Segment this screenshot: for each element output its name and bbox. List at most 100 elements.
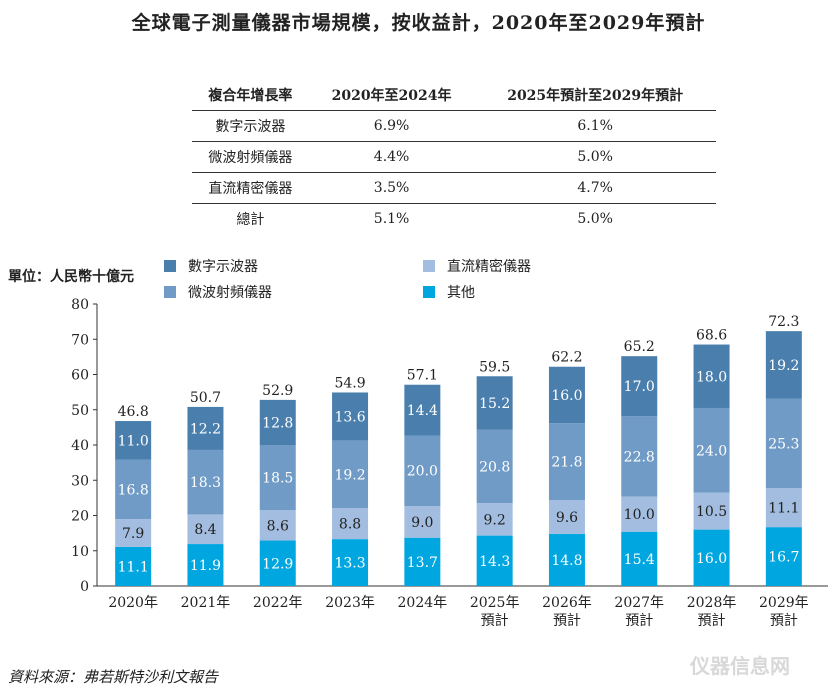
bar-segment bbox=[404, 435, 441, 506]
bar-segment bbox=[548, 366, 585, 424]
bar-segment bbox=[115, 519, 152, 547]
bar-value-label: 11.1 bbox=[768, 501, 799, 517]
bar-segment bbox=[115, 459, 152, 520]
table-cell: 5.1% bbox=[373, 211, 410, 227]
legend-label: 數字示波器 bbox=[188, 259, 258, 275]
bar-total-label: 57.1 bbox=[407, 368, 438, 384]
bar-value-label: 9.2 bbox=[484, 512, 506, 528]
x-tick-sublabel: 預計 bbox=[553, 613, 581, 629]
bar-value-label: 14.8 bbox=[551, 553, 582, 569]
bar-value-label: 13.7 bbox=[407, 555, 438, 571]
bar-value-label: 20.8 bbox=[479, 460, 510, 476]
bar-segment bbox=[332, 508, 369, 540]
bar-value-label: 11.1 bbox=[118, 559, 149, 575]
x-tick-label: 2021年 bbox=[181, 595, 231, 611]
bar-value-label: 16.7 bbox=[768, 550, 799, 566]
bar-segment bbox=[621, 416, 658, 497]
bar-value-label: 17.0 bbox=[624, 379, 655, 395]
bar-segment bbox=[693, 492, 730, 530]
bar-value-label: 16.0 bbox=[551, 388, 582, 404]
y-tick-label: 80 bbox=[71, 297, 89, 313]
y-tick-label: 70 bbox=[71, 332, 89, 348]
x-tick-sublabel: 預計 bbox=[625, 613, 653, 629]
x-tick-label: 2029年 bbox=[759, 595, 809, 611]
bar-segment bbox=[187, 544, 224, 586]
legend-item: 直流精密儀器 bbox=[423, 256, 531, 276]
bar-segment bbox=[259, 399, 296, 445]
legend-swatch bbox=[423, 286, 435, 298]
bar-value-label: 18.3 bbox=[190, 475, 221, 491]
x-tick-label: 2023年 bbox=[325, 595, 375, 611]
legend-label: 微波射頻儀器 bbox=[188, 285, 272, 301]
x-tick-label: 2025年 bbox=[470, 595, 520, 611]
bar-segment bbox=[476, 376, 513, 430]
x-tick-sublabel: 預計 bbox=[481, 613, 509, 629]
bar-segment bbox=[765, 398, 802, 489]
x-tick-label: 2020年 bbox=[108, 595, 158, 611]
legend-swatch bbox=[423, 260, 435, 272]
bar-segment bbox=[476, 503, 513, 536]
bar-value-label: 10.5 bbox=[696, 504, 727, 520]
bar-segment bbox=[259, 510, 296, 541]
legend-swatch bbox=[164, 260, 176, 272]
bar-total-label: 46.8 bbox=[118, 404, 149, 420]
y-tick-label: 10 bbox=[71, 544, 89, 560]
bar-value-label: 19.2 bbox=[334, 467, 365, 483]
watermark: 仪器信息网 bbox=[690, 654, 790, 678]
bar-segment bbox=[404, 537, 441, 586]
y-tick-label: 0 bbox=[80, 579, 89, 595]
legend-label: 其他 bbox=[447, 285, 475, 301]
y-tick-label: 50 bbox=[71, 403, 89, 419]
bar-value-label: 12.8 bbox=[262, 415, 293, 431]
bar-value-label: 20.0 bbox=[407, 464, 438, 480]
bar-value-label: 19.2 bbox=[768, 358, 799, 374]
bar-value-label: 15.2 bbox=[479, 396, 510, 412]
bar-value-label: 11.9 bbox=[190, 558, 221, 574]
bar-segment bbox=[476, 535, 513, 586]
bar-value-label: 8.6 bbox=[267, 518, 289, 534]
bar-segment bbox=[259, 540, 296, 586]
table-cell: 5.0% bbox=[474, 141, 716, 173]
bar-segment bbox=[765, 527, 802, 586]
bar-segment bbox=[187, 514, 224, 545]
bar-segment bbox=[621, 496, 658, 532]
x-tick-label: 2022年 bbox=[253, 595, 303, 611]
bar-segment bbox=[332, 392, 369, 441]
x-tick-label: 2024年 bbox=[398, 595, 448, 611]
x-tick-label: 2027年 bbox=[614, 595, 664, 611]
table-row: 數字示波器 6.9% 6.1% bbox=[192, 110, 716, 142]
bar-segment bbox=[693, 407, 730, 493]
bar-value-label: 10.0 bbox=[624, 507, 655, 523]
bar-value-label: 16.0 bbox=[696, 551, 727, 567]
table-cell: 直流精密儀器 bbox=[192, 172, 309, 204]
table-header: 2025年預計至2029年預計 bbox=[474, 80, 716, 111]
bar-value-label: 12.9 bbox=[262, 556, 293, 572]
table-header: 複合年增長率 bbox=[192, 80, 309, 111]
bar-total-label: 54.9 bbox=[334, 375, 365, 391]
bar-value-label: 18.5 bbox=[262, 471, 293, 487]
bar-segment bbox=[187, 449, 224, 515]
table-cell: 6.1% bbox=[474, 110, 716, 142]
bar-segment bbox=[621, 356, 658, 417]
bar-segment bbox=[404, 384, 441, 436]
bar-segment bbox=[693, 529, 730, 586]
bar-segment bbox=[259, 445, 296, 511]
legend-item: 數字示波器 bbox=[164, 256, 258, 276]
chart-title: 全球電子測量儀器市場規模，按收益計，2020年至2029年預計 bbox=[131, 12, 706, 34]
y-tick-label: 20 bbox=[71, 509, 89, 525]
bar-value-label: 21.8 bbox=[551, 455, 582, 471]
table-cell: 5.0% bbox=[577, 211, 613, 227]
table-cell: 4.4% bbox=[308, 141, 475, 173]
table-cell: 6.9% bbox=[308, 110, 475, 142]
bar-value-label: 12.2 bbox=[190, 421, 221, 437]
table-cell: 微波射頻儀器 bbox=[192, 141, 309, 173]
bar-segment bbox=[765, 331, 802, 399]
bar-value-label: 7.9 bbox=[122, 526, 144, 542]
table-cell: 4.7% bbox=[474, 172, 716, 204]
y-tick-label: 40 bbox=[71, 438, 89, 454]
bar-segment bbox=[693, 344, 730, 408]
bar-value-label: 9.6 bbox=[556, 510, 578, 526]
bar-value-label: 8.4 bbox=[194, 522, 216, 538]
x-tick-label: 2028年 bbox=[687, 595, 737, 611]
bar-total-label: 72.3 bbox=[768, 314, 799, 330]
